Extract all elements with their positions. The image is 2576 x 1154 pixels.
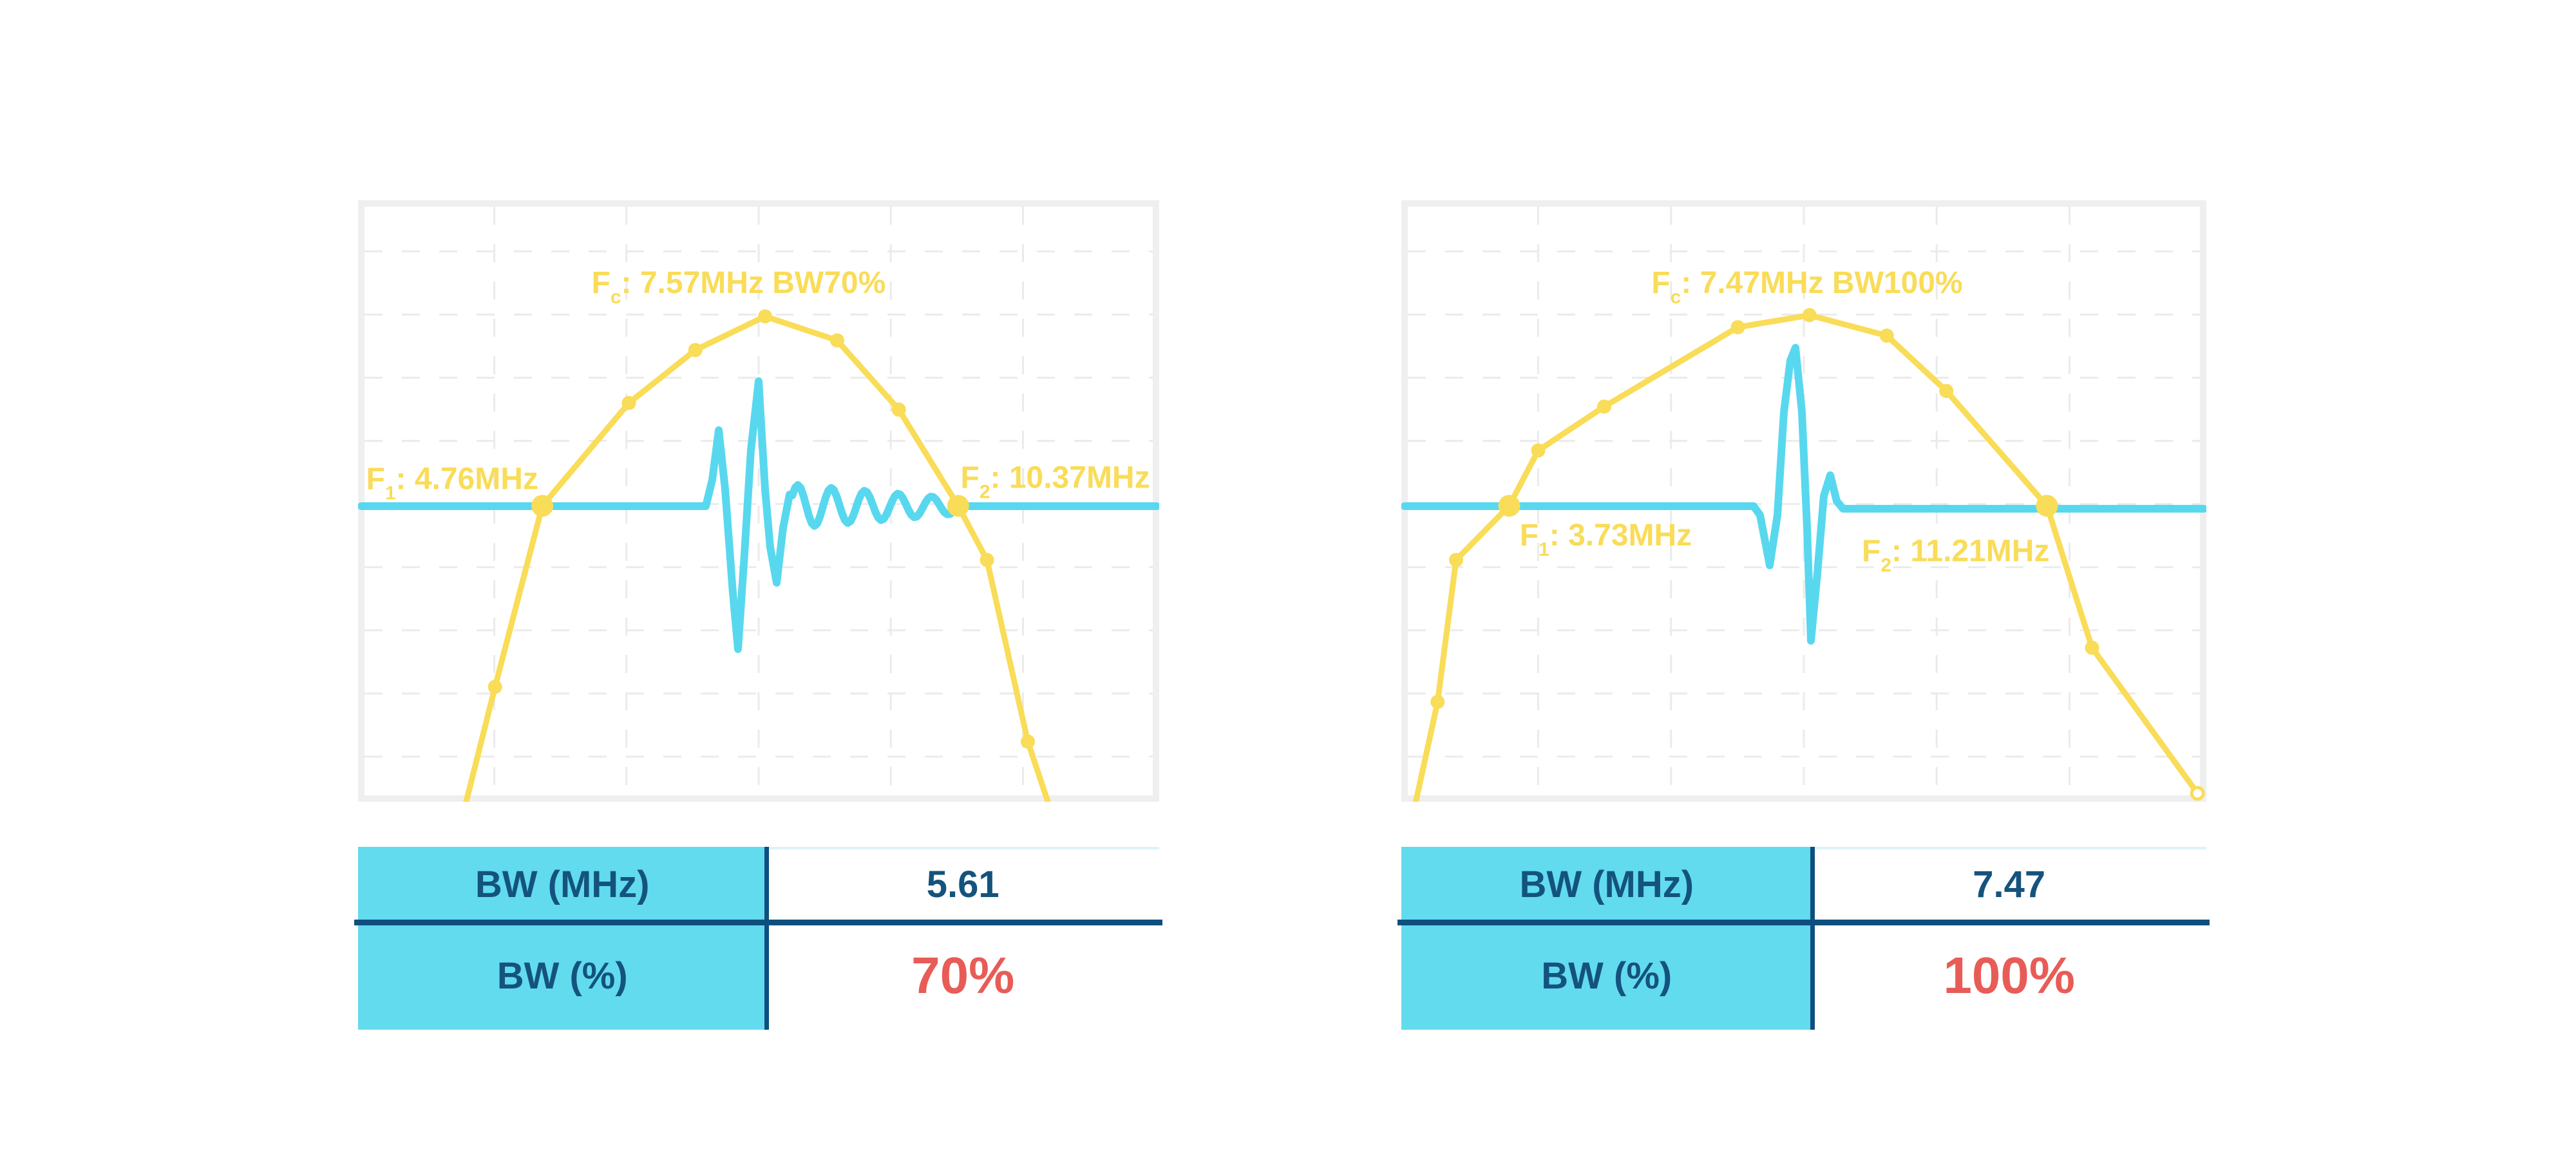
table-label-column <box>1401 847 1812 1030</box>
svg-text:F1: 4.76MHz: F1: 4.76MHz <box>366 462 538 504</box>
table-label-bw-mhz: BW (MHz) <box>1401 847 1812 922</box>
bw-mhz-label-text: BW (MHz) <box>475 863 650 905</box>
bw-pct-label-text: BW (%) <box>497 954 628 997</box>
table-column-divider <box>1810 847 1815 1030</box>
svg-text:Fc: 7.57MHz BW70%: Fc: 7.57MHz BW70% <box>592 266 886 308</box>
table-label-bw-mhz: BW (MHz) <box>358 847 766 922</box>
bw-mhz-value-text: 5.61 <box>926 863 999 905</box>
table-value-bw-pct: 70% <box>766 922 1159 1030</box>
table-label-bw-pct: BW (%) <box>358 922 766 1030</box>
table-value-bw-mhz: 5.61 <box>766 847 1159 922</box>
svg-text:Fc: 7.47MHz BW100%: Fc: 7.47MHz BW100% <box>1651 266 1962 308</box>
table-column-divider <box>764 847 770 1030</box>
bw-table-right: BW (MHz) 7.47 BW (%) 100% <box>1397 847 2210 1030</box>
table-row-divider <box>1397 920 2210 925</box>
table-value-bw-pct: 100% <box>1812 922 2207 1030</box>
bw-pct-label-text: BW (%) <box>1541 954 1672 997</box>
bw-table-left: BW (MHz) 5.61 BW (%) 70% <box>354 847 1162 1030</box>
svg-text:F2: 10.37MHz: F2: 10.37MHz <box>960 460 1150 502</box>
table-value-bw-mhz: 7.47 <box>1812 847 2207 922</box>
table-row-divider <box>354 920 1162 925</box>
svg-text:F2: 11.21MHz: F2: 11.21MHz <box>1862 534 2049 576</box>
spectrum-chart-bw100: Fc: 7.47MHz BW100% F1: 3.73MHz F2: 11.21MH… <box>1401 200 2206 802</box>
bw-pct-value-text: 70% <box>911 947 1015 1004</box>
svg-text:F1: 3.73MHz: F1: 3.73MHz <box>1520 518 1692 560</box>
bw-pct-value-text: 100% <box>1943 947 2076 1004</box>
bw-mhz-label-text: BW (MHz) <box>1519 863 1694 905</box>
bw-mhz-value-text: 7.47 <box>1973 863 2046 905</box>
spectrum-chart-bw70: Fc: 7.57MHz BW70% F1: 4.76MHz F2: 10.37MHz <box>358 200 1159 802</box>
table-label-bw-pct: BW (%) <box>1401 922 1812 1030</box>
table-label-column <box>358 847 767 1030</box>
